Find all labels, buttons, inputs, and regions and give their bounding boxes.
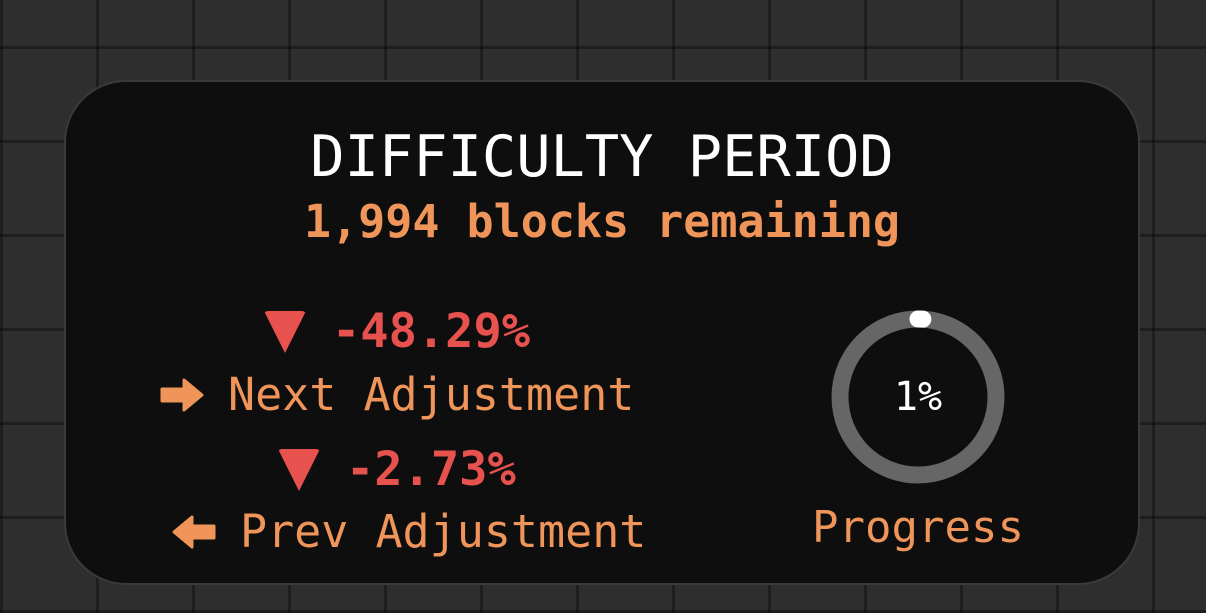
progress-percent: 1% (893, 374, 943, 420)
prev-adjustment-change: -2.73% (278, 442, 516, 498)
widget-title: DIFFICULTY PERIOD (310, 124, 894, 190)
triangle-down-icon (278, 449, 320, 491)
prev-adjustment: Prev Adjustment (170, 504, 646, 560)
progress-label: Progress (812, 502, 1024, 553)
progress-ring-fill (831, 310, 1005, 484)
prev-adjustment-label: Prev Adjustment (240, 505, 647, 558)
prev-change-value: -2.73% (346, 442, 516, 497)
next-change-value: -48.29% (332, 304, 531, 359)
difficulty-period-widget: DIFFICULTY PERIOD 1,994 blocks remaining… (64, 80, 1140, 585)
next-adjustment-change: -48.29% (264, 304, 530, 360)
arrow-right-icon (160, 378, 204, 412)
progress-ring (831, 310, 1005, 484)
next-adjustment-label: Next Adjustment (228, 368, 635, 421)
triangle-down-icon (264, 311, 306, 353)
blocks-remaining: 1,994 blocks remaining (303, 195, 901, 248)
next-adjustment: Next Adjustment (158, 367, 634, 423)
arrow-left-icon (172, 515, 216, 549)
